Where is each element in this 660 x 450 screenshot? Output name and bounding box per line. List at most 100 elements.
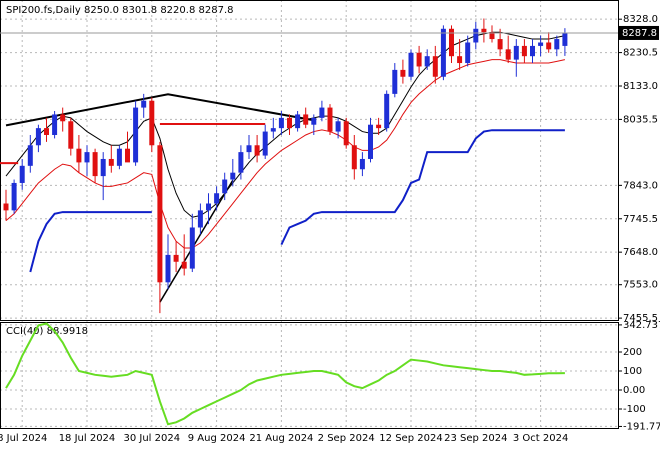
- candle-body: [562, 32, 568, 46]
- candle-body: [408, 52, 414, 77]
- y-tick-label: 7745.5: [623, 214, 658, 225]
- candle-body: [125, 148, 130, 163]
- x-tick-label: 12 Sep 2024: [379, 433, 442, 444]
- candle-body: [19, 165, 25, 183]
- candle-body: [214, 193, 220, 204]
- candle-body: [505, 49, 511, 60]
- candle-body: [60, 114, 66, 122]
- candle-body: [335, 121, 341, 132]
- candle-body: [530, 45, 535, 57]
- cci-title: CCI(40) 88.9918: [6, 326, 88, 337]
- candle-body: [92, 152, 98, 177]
- candle-body: [52, 114, 58, 135]
- trend-line: [5, 93, 314, 127]
- candle-body: [116, 148, 122, 166]
- x-tick-label: 3 Oct 2024: [513, 433, 568, 444]
- candle-body: [376, 124, 382, 129]
- x-tick-label: 30 Jul 2024: [123, 433, 180, 444]
- candle-body: [11, 182, 17, 211]
- y-tick-label: 8133.0: [623, 81, 658, 92]
- trend-line: [159, 179, 234, 303]
- candle-body: [303, 114, 309, 125]
- candle-body: [546, 42, 552, 50]
- y-tick-label: 7648.0: [623, 247, 658, 258]
- candle-body: [287, 117, 292, 129]
- y-tick-label: -191.7744: [623, 421, 660, 432]
- candle-body: [327, 107, 333, 132]
- candle-body: [295, 114, 301, 129]
- candle-body: [457, 56, 463, 64]
- candle-body: [538, 42, 544, 46]
- candle-body: [311, 117, 317, 125]
- x-tick-label: 18 Jul 2024: [59, 433, 116, 444]
- candle-body: [368, 124, 373, 159]
- candle-body: [165, 254, 171, 283]
- candle-body: [108, 158, 114, 166]
- candle-body: [343, 121, 349, 146]
- candle-body: [3, 203, 9, 211]
- candle-body: [473, 28, 479, 43]
- candle-body: [554, 39, 560, 50]
- candle-body: [173, 254, 179, 262]
- y-tick-label: 7553.0: [623, 280, 658, 291]
- candle-body: [319, 107, 325, 118]
- candle-body: [84, 152, 90, 163]
- indicator-line: [5, 59, 566, 249]
- candle-body: [351, 145, 357, 170]
- candle-body: [270, 128, 276, 132]
- candle-body: [230, 172, 236, 180]
- candle-body: [432, 56, 438, 77]
- candle-body: [238, 152, 244, 173]
- price-label: 8287.8: [622, 28, 657, 39]
- candle-body: [246, 145, 252, 153]
- candle-body: [68, 121, 74, 149]
- candle-body: [27, 145, 33, 166]
- candle-body: [35, 128, 41, 146]
- x-tick-label: 2 Sep 2024: [318, 433, 375, 444]
- candle-body: [76, 148, 82, 163]
- cci-line: [5, 322, 565, 426]
- candle-body: [222, 179, 228, 194]
- indicator-line: [29, 129, 565, 273]
- candle-body: [400, 69, 406, 77]
- candle-body: [392, 69, 398, 94]
- candle-body: [278, 117, 284, 129]
- main-panel-frame: [0, 0, 619, 321]
- y-tick-label: -100: [623, 404, 646, 415]
- candle-body: [254, 145, 260, 156]
- candle-body: [513, 45, 519, 60]
- y-tick-label: 100: [623, 366, 642, 377]
- candle-body: [384, 93, 390, 129]
- candle-body: [497, 39, 503, 50]
- candle-body: [100, 158, 106, 177]
- y-tick-label: 342.7377: [623, 320, 660, 331]
- y-tick-label: 0.00: [623, 385, 645, 396]
- candle-body: [157, 145, 163, 283]
- y-tick-label: 8035.5: [623, 114, 658, 125]
- candle-body: [465, 42, 471, 64]
- candle-body: [141, 100, 147, 108]
- candle-body: [449, 28, 454, 57]
- candle-body: [440, 28, 446, 77]
- candle-body: [481, 28, 487, 33]
- candle-body: [416, 52, 422, 67]
- candle-body: [189, 227, 195, 269]
- candle-body: [206, 203, 211, 211]
- x-tick-label: 23 Sep 2024: [444, 433, 507, 444]
- candle-body: [262, 131, 268, 156]
- y-tick-label: 7843.0: [623, 180, 658, 191]
- candle-body: [424, 56, 430, 67]
- candle-body: [489, 32, 495, 40]
- candle-body: [181, 261, 187, 269]
- candle-body: [521, 45, 527, 57]
- cci-panel-frame: [0, 322, 619, 429]
- candle-body: [133, 107, 139, 163]
- candle-body: [197, 210, 203, 228]
- price-label-box: [619, 25, 659, 40]
- y-tick-label: 7455.5: [623, 313, 658, 324]
- candle-body: [359, 158, 365, 170]
- chart-title: SPI200.fs,Daily 8250.0 8301.8 8220.8 828…: [6, 5, 233, 16]
- indicator-line: [5, 31, 566, 218]
- y-tick-label: 8328.0: [623, 14, 658, 25]
